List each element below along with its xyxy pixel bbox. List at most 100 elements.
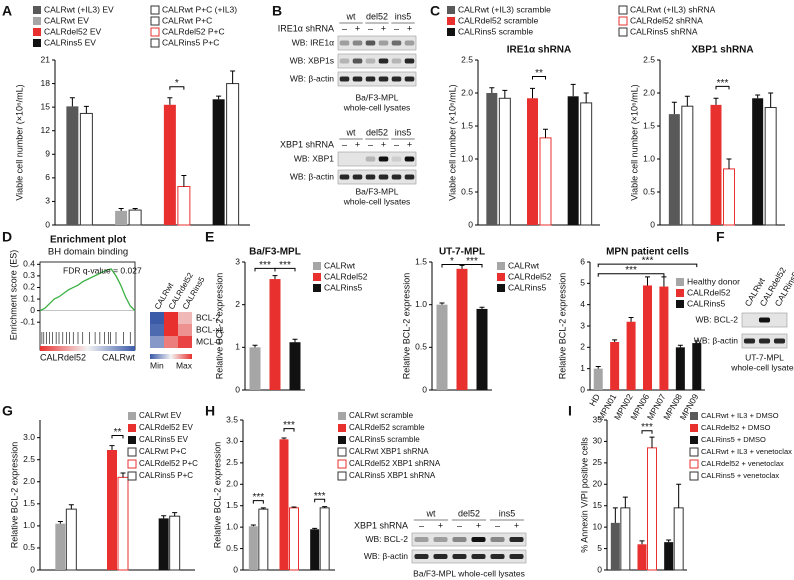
legend-swatch [618, 5, 628, 15]
legend-label: CALRwt XBP1 shRNA [349, 447, 429, 456]
blot-band [391, 76, 402, 82]
blot-band [339, 40, 350, 46]
panel-label: C [430, 3, 440, 19]
error-bar [530, 87, 535, 99]
error-bar [252, 344, 258, 348]
chart-title: Enrichment plot [50, 235, 127, 246]
lane-group-label: del52 [458, 508, 480, 518]
legend-swatch [313, 273, 321, 281]
legend-label: CALRwt [508, 260, 540, 270]
legend-swatch [127, 447, 137, 457]
lane-sign: – [495, 520, 500, 530]
y-tick-label: 1.5 [226, 500, 238, 510]
significance-bracket [461, 264, 483, 268]
legend-swatch [690, 412, 698, 420]
legend-label: CALRins5 shRNA [630, 26, 698, 36]
bar [269, 279, 281, 390]
blot-band [365, 156, 376, 162]
significance-label: *** [625, 265, 637, 276]
heatmap-row-label: BCL-2 [196, 312, 220, 322]
blot-band [378, 156, 389, 162]
error-bar [181, 175, 187, 187]
y-tick-label: 1.0 [226, 521, 238, 531]
blot-band [452, 554, 467, 559]
legend-label: CALRdel52 XBP1 shRNA [349, 459, 441, 468]
legend-label: CALRdel52 scramble [458, 15, 539, 25]
blot-membrane [337, 169, 417, 185]
error-bar [726, 158, 732, 169]
legend-swatch [313, 284, 321, 292]
y-tick-label: 0.5 [23, 542, 35, 552]
error-bar [479, 306, 485, 309]
y-tick-label: 1.0 [415, 299, 427, 309]
y-tick-label: 0 [597, 564, 602, 574]
bar [692, 343, 702, 390]
blot-band [365, 76, 376, 82]
legend-label: CALRdel52 P+C [162, 26, 225, 36]
legend-swatch [497, 273, 505, 281]
legend-swatch [150, 27, 160, 37]
bar [668, 114, 680, 225]
y-tick-label: 15 [593, 500, 603, 510]
legend-label: CALRins5 + DMSO [701, 435, 766, 444]
legend-label: CALRwt P+C [162, 15, 212, 25]
error-bar [489, 87, 495, 93]
legend-label: CALRwt (+IL3) EV [44, 4, 114, 14]
y-tick-label: 0 [30, 305, 35, 315]
y-tick-label: 0.3 [23, 270, 35, 280]
chart-title: IRE1α shRNA [507, 45, 572, 56]
legend-label: CALRwt scramble [349, 411, 414, 420]
fdr-annotation: FDR q-value = 0.027 [63, 265, 142, 275]
bar [637, 544, 647, 570]
blot-band [743, 338, 756, 344]
blot-row-label: WB: β-actin [364, 551, 408, 561]
significance-bracket [252, 500, 264, 504]
legend-label: CALRdel52 P+C [139, 459, 198, 468]
lane-group-label: wt [426, 508, 436, 518]
legend-swatch [447, 28, 455, 36]
significance-bracket [597, 263, 698, 268]
blot-row-label: WB: XBP1s [290, 55, 334, 65]
blot-band [758, 317, 771, 323]
legend-label: CALRwt P+C [139, 447, 187, 456]
y-tick-label: 1.5 [415, 256, 427, 266]
legend-label: CALRins5 EV [44, 37, 96, 47]
bar [66, 106, 79, 225]
significance-label: *** [252, 492, 264, 503]
bar [319, 507, 330, 571]
blot-caption: whole-cell lysates [730, 362, 794, 372]
y-tick-label: 2.5 [643, 54, 655, 64]
rank-label: CALRwt [102, 352, 136, 362]
blot-band [433, 554, 448, 559]
lane-group-label: del52 [366, 11, 388, 21]
heatmap-cell [178, 324, 192, 336]
blot-membrane [337, 151, 417, 167]
lane-group-label: ins5 [499, 508, 516, 518]
y-tick-label: 6 [45, 172, 50, 182]
heatmap-cell [164, 312, 178, 324]
legend-label: CALRins5 XBP1 shRNA [349, 471, 436, 480]
error-bar [649, 436, 655, 448]
blot-band [352, 174, 363, 180]
legend-swatch [338, 412, 346, 420]
error-bar [622, 496, 628, 508]
bar [681, 105, 694, 226]
significance-bracket [715, 85, 730, 90]
lane-group-label: wt [346, 11, 356, 21]
bar [310, 529, 320, 570]
significance-label: *** [641, 422, 653, 433]
blot-band [378, 58, 389, 64]
y-tick-label: 25 [593, 457, 603, 467]
error-bar [69, 97, 75, 107]
legend-swatch [676, 278, 684, 286]
lane-sign: + [476, 520, 481, 530]
legend-swatch [338, 424, 346, 432]
blot-band [404, 76, 415, 82]
blot-band [352, 40, 363, 46]
blot-caption: Ba/F3-MPL [356, 92, 399, 102]
y-tick-label: 0.1 [23, 293, 35, 303]
bar [289, 342, 301, 390]
lane-group-label: ins5 [395, 127, 412, 137]
y-tick-label: 2.0 [461, 87, 473, 97]
bar [710, 104, 722, 225]
